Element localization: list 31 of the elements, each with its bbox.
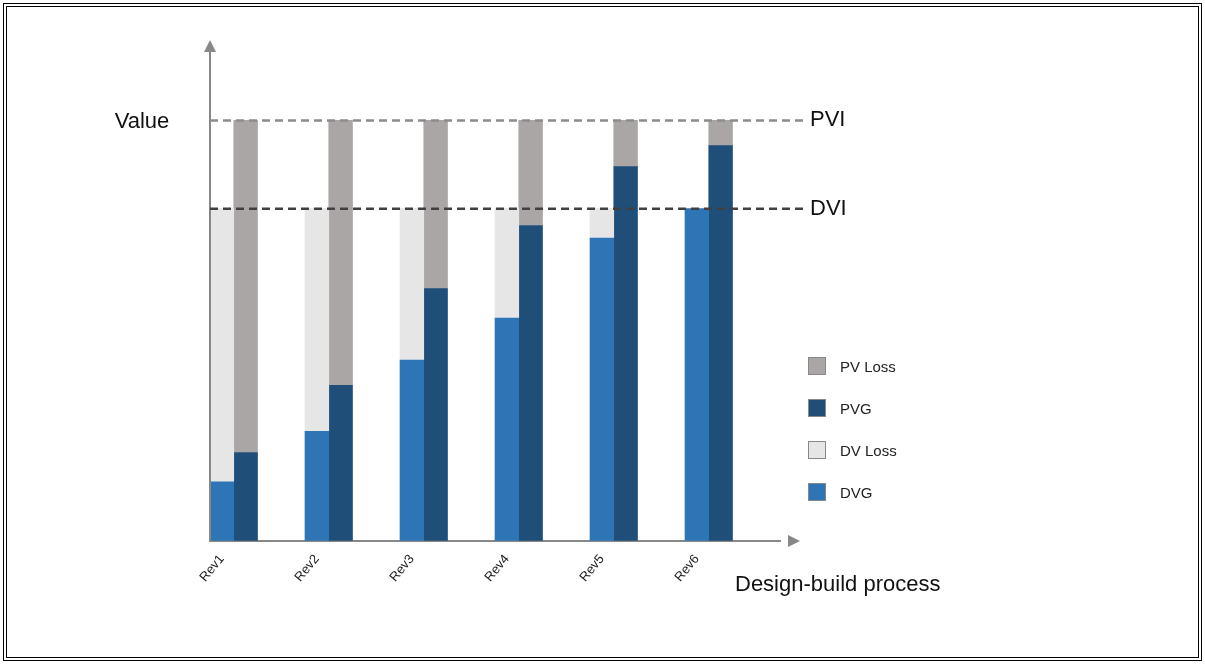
bar <box>328 120 353 386</box>
bar <box>210 481 235 541</box>
x-axis-title: Design-build process <box>735 570 941 596</box>
bar <box>423 120 448 289</box>
bar <box>304 431 330 541</box>
bar <box>494 317 520 541</box>
bar <box>518 225 543 541</box>
legend-label: DV Loss <box>840 441 897 459</box>
bar <box>399 208 425 361</box>
bar <box>708 145 733 541</box>
bar <box>708 120 733 146</box>
ref-line-label: PVI <box>810 106 846 132</box>
y-axis-title: Value <box>114 108 170 134</box>
bar <box>684 208 710 541</box>
bar <box>423 288 448 541</box>
ref-line-label: DVI <box>810 194 847 220</box>
legend-label: PV Loss <box>840 357 896 375</box>
bar <box>589 208 615 239</box>
legend-label: PVG <box>840 399 872 417</box>
bar <box>233 120 258 453</box>
bar <box>399 359 425 541</box>
bar <box>613 166 638 541</box>
bar <box>233 452 258 541</box>
bar <box>589 237 615 541</box>
legend-label: DVG <box>840 483 873 501</box>
bar <box>613 120 638 167</box>
bar <box>518 120 543 226</box>
bar <box>304 208 330 432</box>
bar <box>210 208 235 483</box>
bar <box>494 208 520 319</box>
bar <box>328 384 353 541</box>
